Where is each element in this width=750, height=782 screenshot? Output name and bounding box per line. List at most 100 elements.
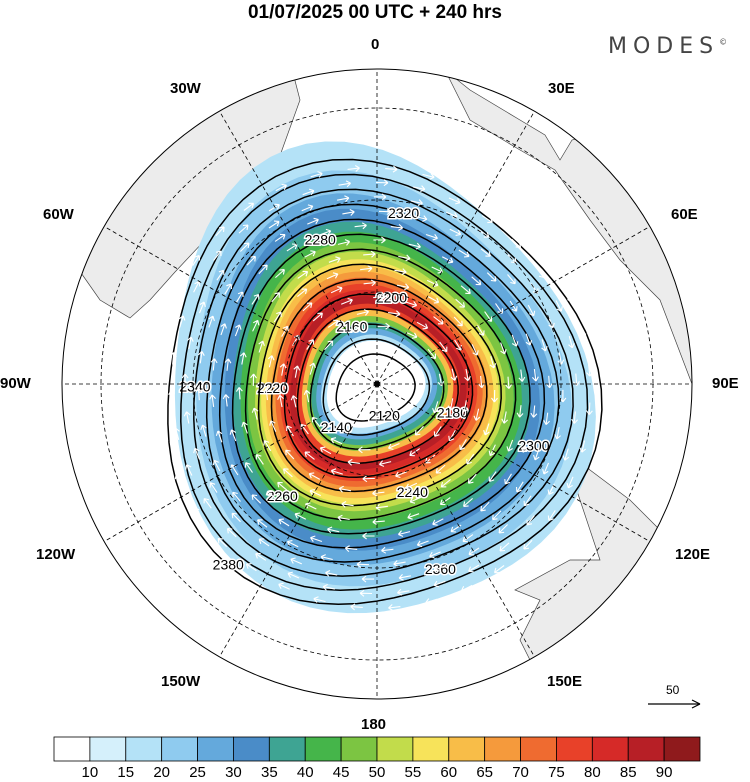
contour-2200 [283,293,474,479]
lon-label-60e: 60E [671,206,698,223]
wind-arrow [458,249,470,258]
contour-label-2340: 2340 [179,378,210,394]
wind-arrow [388,310,401,318]
wind-arrow [405,301,418,308]
wind-arrow [476,324,485,336]
wind-arrow [542,462,550,475]
wind-arrow [311,416,321,428]
wind-arrow [356,560,370,568]
wind-arrow [427,296,440,304]
wind-arrow [209,394,216,407]
wind-arrow [297,270,309,279]
contour-2160 [309,323,445,450]
wind-arrow [390,224,404,231]
contour-label-2220: 2220 [257,380,288,396]
wind-arrow [363,279,376,287]
wind-arrow [478,229,490,238]
wind-arrow [354,222,367,230]
wind-arrow [336,195,350,202]
wind-arrow [527,304,536,317]
wind-arrow [231,512,241,523]
wind-arrow [375,503,388,511]
wind-arrow [396,283,410,291]
wind-arrow [495,303,504,314]
wind-arrow [240,242,250,252]
wind-arrow [328,256,341,263]
wind-arrow [521,440,528,453]
wind-arrow [187,336,194,350]
wind-arrow [515,481,524,493]
wind-arrow [338,485,352,493]
lon-label-30e: 30E [548,80,575,97]
wind-arrow [273,311,282,323]
wind-arrow [310,171,323,178]
wind-arrow [435,464,446,474]
wind-arrow [347,458,360,466]
wind-arrow [297,288,308,298]
contour-2380 [167,158,603,606]
wind-arrow [579,326,587,339]
wind-arrow [409,496,422,504]
wind-arrow [372,489,385,497]
wind-arrow [525,333,533,346]
wind-arrow [483,423,490,436]
wind-arrow [275,269,285,279]
wind-arrow [433,426,442,437]
wind-arrow [286,425,294,437]
wind-arrow [285,449,295,460]
wind-arrow [268,220,280,229]
wind-arrow [169,352,177,365]
wind-arrow [255,453,264,465]
wind-arrow [520,228,531,239]
wind-arrow [338,180,351,188]
contour-2120 [335,353,416,422]
wind-arrow [378,208,392,216]
wind-arrow [523,539,533,550]
pole-marker [374,381,380,387]
wind-arrow [440,478,451,488]
wind-arrow [453,316,463,327]
wind-arrow [195,387,203,401]
wind-arrow [459,439,467,451]
wind-arrow [347,165,360,172]
wind-arrow [439,497,451,506]
wind-arrow [488,471,497,483]
wind-arrow [213,250,222,261]
wind-arrow [235,387,243,400]
wind-arrow [397,530,411,537]
meridian-line [376,383,535,657]
colorbar-label: 75 [548,764,565,781]
wind-arrow [562,448,570,461]
wind-arrow [526,515,535,526]
wind-arrow [224,283,233,295]
wind-arrow [304,451,315,460]
colorbar-label: 65 [476,764,493,781]
wind-arrow [398,254,411,262]
reference-vector [648,699,701,709]
wind-arrow [209,482,218,493]
wind-arrow [499,542,510,552]
wind-arrow [267,355,275,368]
wind-arrow [460,285,471,295]
wind-arrow [215,430,223,443]
wind-arrow [536,267,545,279]
wind-arrow [566,290,574,303]
wind-arrow [373,193,387,201]
wind-arrow [378,460,392,467]
wind-arrow [441,256,454,264]
wind-arrow [356,309,370,316]
geopotential-height-contours: 2120214021602180220022202240226022802300… [167,158,603,606]
wind-arrow [304,250,316,258]
wind-arrow [506,439,514,452]
wind-arrow [322,583,336,591]
wind-arrow [434,564,447,572]
lon-label-180: 180 [361,716,387,733]
wind-arrow [325,570,338,577]
wind-arrow [397,588,410,596]
wind-arrow [504,473,512,485]
wind-arrow [229,429,237,442]
wind-arrow [412,185,426,193]
wind-arrow [480,248,491,257]
wind-arrow [337,239,351,246]
meridian-line [104,383,378,542]
